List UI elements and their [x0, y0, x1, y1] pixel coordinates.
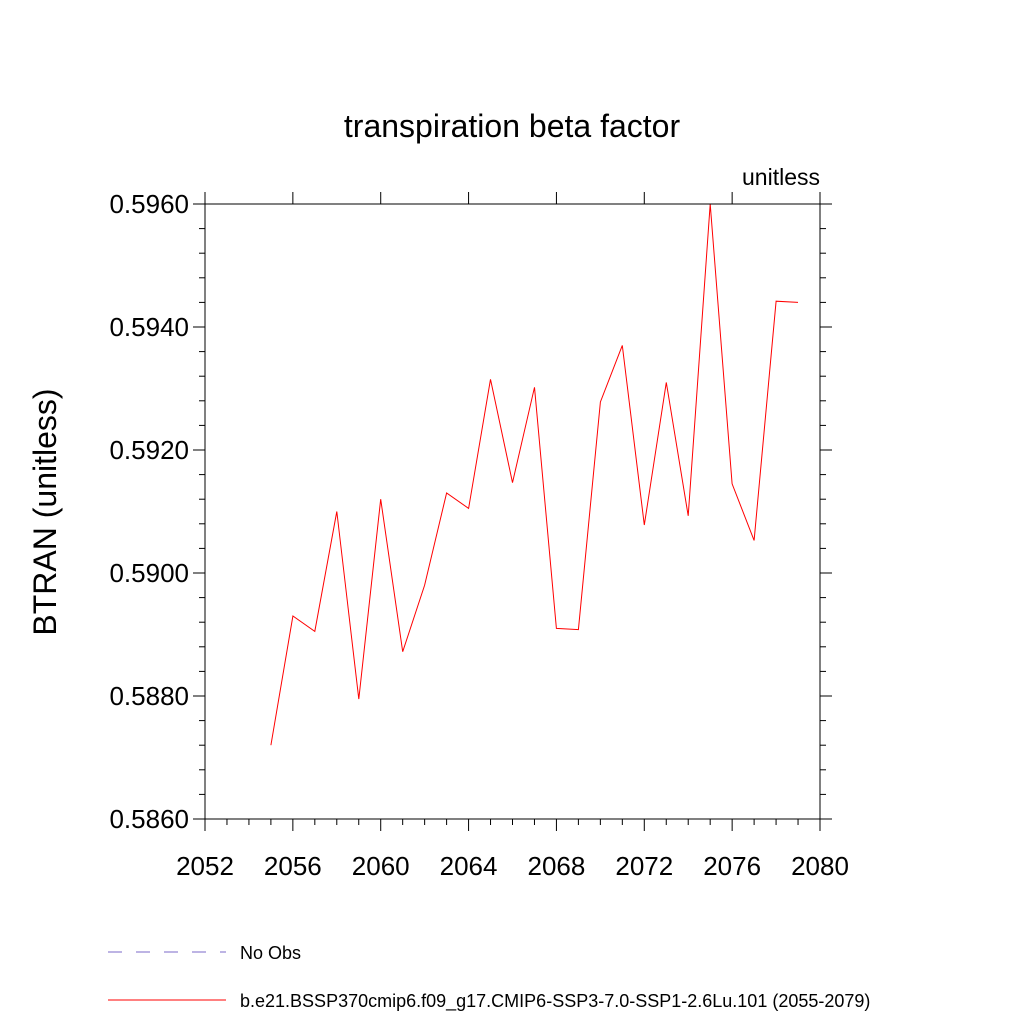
x-tick-label: 2064: [440, 851, 498, 881]
legend-label-model-run: b.e21.BSSP370cmip6.f09_g17.CMIP6-SSP3-7.…: [240, 991, 870, 1012]
y-tick-label: 0.5920: [109, 435, 189, 465]
axis-ticks: [193, 192, 832, 831]
x-tick-label: 2052: [176, 851, 234, 881]
y-tick-label: 0.5940: [109, 312, 189, 342]
y-tick-label: 0.5900: [109, 558, 189, 588]
series-line: [270, 203, 799, 746]
y-axis-label: BTRAN (unitless): [27, 388, 63, 635]
x-tick-label: 2072: [615, 851, 673, 881]
x-tick-label: 2068: [528, 851, 586, 881]
units-label: unitless: [742, 164, 820, 190]
tick-labels: 2052 2056 2060 2064 2068 2072 2076 2080 0.5860 0.…: [109, 189, 848, 881]
y-tick-label: 0.5860: [109, 804, 189, 834]
legend: No Obs b.e21.BSSP370cmip6.f09_g17.CMIP6-…: [108, 943, 870, 1012]
x-tick-label: 2080: [791, 851, 849, 881]
series-layer: [270, 203, 799, 746]
x-tick-label: 2060: [352, 851, 410, 881]
plot-frame: [204, 203, 821, 820]
legend-label-no-obs: No Obs: [240, 943, 301, 963]
chart-title: transpiration beta factor: [344, 108, 681, 144]
x-tick-label: 2056: [264, 851, 322, 881]
x-tick-label: 2076: [703, 851, 761, 881]
y-tick-label: 0.5960: [109, 189, 189, 219]
y-tick-label: 0.5880: [109, 681, 189, 711]
